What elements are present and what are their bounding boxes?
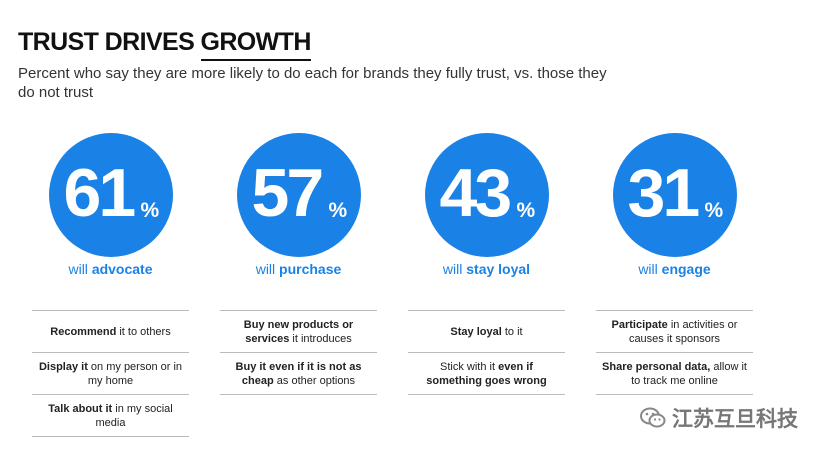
emphasis-text: Stay loyal [450,325,502,338]
stat-circle: 43% [424,133,549,257]
stat-caption: will advocate [32,261,189,277]
list-item: Stick with it even if something goes wro… [408,353,565,395]
list-item: Recommend it to others [32,311,189,353]
stat-detail-list: Buy new products or services it introduc… [220,310,377,395]
stat-percent-sign: % [516,199,536,222]
emphasis-text: Buy new products or services [243,318,354,345]
watermark: 江苏互旦科技 [640,403,798,433]
emphasis-text: Display it [38,360,88,373]
wechat-icon [640,407,666,428]
list-item-text: Display it on my person or in my home [38,360,183,388]
caption-prefix: will [442,261,467,277]
plain-text: Stick with it [440,360,499,373]
stat-column: 57% will purchase Buy new products or serv… [220,133,377,395]
list-item-text: Stick with it even if something goes wro… [414,360,559,388]
stat-column: 31% will engage Participate in activities … [596,133,753,395]
stat-detail-list: Recommend it to others Display it on my p… [32,310,189,437]
list-item-text: Recommend it to others [50,325,170,339]
title-main: TRUST DRIVES [18,28,201,56]
list-item: Stay loyal to it [408,311,565,353]
list-item-text: Participate in activities or causes it s… [602,318,747,346]
list-item: Buy it even if it is not as cheap as oth… [220,353,377,395]
stat-column: 61% will advocate Recommend it to others Di… [32,133,189,437]
stat-column: 43% will stay loyal Stay loyal to it Stick … [408,133,565,395]
list-item-text: Share personal data, allow it to track m… [602,360,747,388]
stat-caption: will engage [596,261,753,277]
list-item: Talk about it in my social media [32,395,189,437]
list-item-text: Buy new products or services it introduc… [226,318,371,346]
emphasis-text: Talk about it [48,402,113,415]
title-underlined: GROWTH [200,28,311,61]
caption-keyword: purchase [279,261,342,277]
stat-circle: 61% [48,133,173,257]
stat-value: 43 [439,155,513,231]
stat-value: 57 [251,155,325,231]
stat-caption: will stay loyal [408,261,565,277]
caption-keyword: advocate [91,261,153,277]
caption-prefix: will [68,261,92,277]
plain-text: to it [501,325,523,338]
stat-caption: will purchase [220,261,377,277]
plain-text: it introduces [289,332,352,345]
caption-keyword: stay loyal [466,261,531,277]
emphasis-text: Buy it even if it is not as cheap [235,360,362,387]
stat-percent-sign: % [328,199,348,222]
list-item-text: Talk about it in my social media [38,402,183,430]
list-item: Display it on my person or in my home [32,353,189,395]
plain-text: allow it to track me online [631,360,747,387]
caption-prefix: will [638,261,662,277]
plain-text: on my person or in my home [87,360,183,387]
list-item: Share personal data, allow it to track m… [596,353,753,395]
stat-percent-sign: % [140,199,160,222]
stat-value: 61 [63,155,137,231]
stat-value: 31 [627,155,701,231]
list-item-text: Buy it even if it is not as cheap as oth… [226,360,371,388]
list-item: Participate in activities or causes it s… [596,311,753,353]
emphasis-text: Recommend [50,325,117,338]
plain-text: it to others [116,325,171,338]
plain-text: in my social media [95,402,173,429]
emphasis-text: even if something goes wrong [426,360,547,387]
emphasis-text: Share personal data, [602,360,711,373]
stat-detail-list: Participate in activities or causes it s… [596,310,753,395]
list-item-text: Stay loyal to it [450,325,522,339]
watermark-text: 江苏互旦科技 [672,408,798,431]
emphasis-text: Participate [611,318,668,331]
caption-keyword: engage [661,261,711,277]
stat-percent-sign: % [704,199,724,222]
page-title: TRUST DRIVES GROWTH [18,28,311,61]
caption-prefix: will [255,261,280,277]
stat-detail-list: Stay loyal to it Stick with it even if so… [408,310,565,395]
stat-circle: 57% [236,133,361,257]
subtitle: Percent who say they are more likely to … [18,65,607,101]
plain-text: in activities or causes it sponsors [628,318,738,345]
list-item: Buy new products or services it introduc… [220,311,377,353]
plain-text: as other options [273,374,356,387]
stat-circle: 31% [612,133,737,257]
